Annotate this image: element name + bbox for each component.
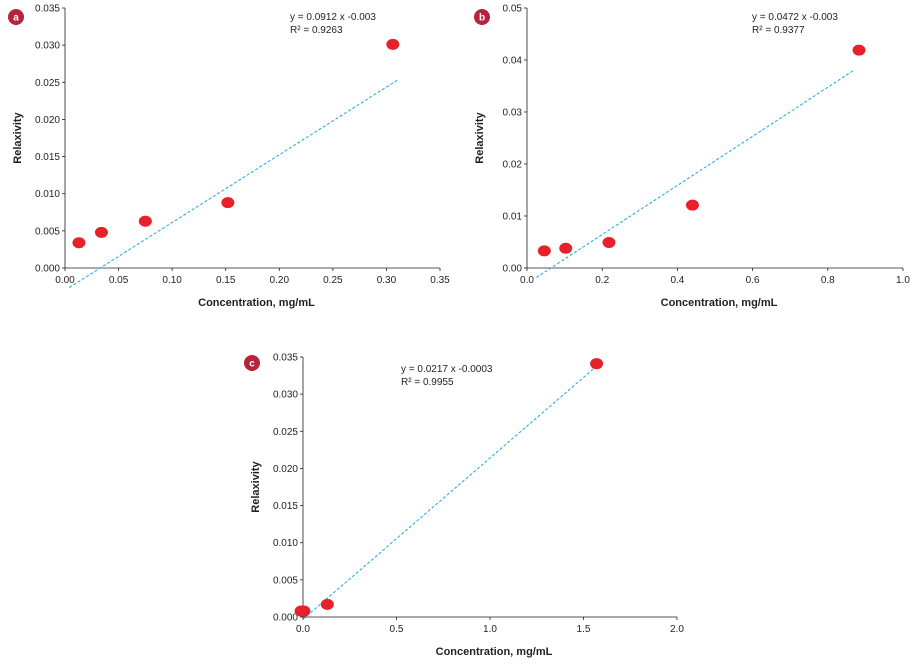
y-tick-label: 0.030 [273, 390, 298, 401]
y-tick-label: 0.000 [35, 264, 60, 275]
x-tick-label: 0.0 [520, 275, 534, 286]
panel-b: 0.00 0.01 0.02 0.03 0.04 0.05 0.0 0.2 0.4 0.6 0.8 1… [474, 4, 910, 309]
panel-badge [244, 355, 260, 371]
data-point [537, 245, 551, 257]
y-tick-label: 0.035 [273, 353, 298, 364]
y-axis-title: Relaxivity [12, 111, 24, 163]
x-tick-label: 0.5 [390, 624, 404, 635]
panel-badge-letter: a [13, 13, 19, 24]
data-point [559, 242, 573, 254]
x-tick-label: 1.5 [577, 624, 591, 635]
panel-badge [8, 9, 24, 25]
panel-badge [474, 9, 490, 25]
x-axis-title: Concentration, mg/mL [198, 297, 315, 309]
data-point [852, 44, 866, 56]
y-tick-label: 0.025 [35, 78, 60, 89]
trend-line [69, 79, 398, 288]
x-tick-label: 0.0 [296, 624, 310, 635]
y-tick-label: 0.00 [503, 264, 523, 275]
x-tick-label: 2.0 [670, 624, 684, 635]
x-tick-label: 0.00 [55, 275, 75, 286]
y-tick-label: 0.01 [503, 212, 523, 223]
data-point [297, 605, 311, 617]
y-axis-title: Relaxivity [474, 111, 486, 163]
r-squared-label: R² = 0.9955 [401, 377, 454, 388]
y-tick-label: 0.010 [35, 189, 60, 200]
regression-equation: y = 0.0472 x -0.003 [752, 12, 838, 23]
trend-line [536, 69, 855, 278]
y-tick-label: 0.020 [35, 115, 60, 126]
y-tick-label: 0.005 [35, 226, 60, 237]
data-point [590, 358, 604, 370]
panel-badge-letter: c [249, 359, 255, 370]
trend-line [302, 365, 597, 620]
x-tick-label: 0.20 [270, 275, 290, 286]
data-point [94, 226, 108, 238]
y-tick-label: 0.04 [503, 56, 523, 67]
data-point [602, 237, 616, 249]
x-tick-label: 0.05 [109, 275, 129, 286]
x-tick-label: 0.25 [323, 275, 343, 286]
x-tick-label: 0.6 [746, 275, 760, 286]
x-tick-label: 0.15 [216, 275, 236, 286]
y-tick-label: 0.025 [273, 427, 298, 438]
x-axis-title: Concentration, mg/mL [436, 646, 553, 658]
y-tick-label: 0.010 [273, 538, 298, 549]
x-tick-label: 0.2 [595, 275, 609, 286]
x-tick-label: 0.35 [430, 275, 450, 286]
y-tick-label: 0.035 [35, 4, 60, 15]
panel-badge-letter: b [479, 13, 485, 24]
r-squared-label: R² = 0.9263 [290, 25, 343, 36]
regression-equation: y = 0.0217 x -0.0003 [401, 364, 493, 375]
y-tick-label: 0.05 [503, 4, 523, 15]
y-tick-label: 0.015 [35, 152, 60, 163]
data-point [386, 38, 400, 50]
data-point [320, 598, 334, 610]
x-tick-label: 0.30 [377, 275, 397, 286]
x-axis-title: Concentration, mg/mL [661, 297, 778, 309]
panel-c: 0.000 0.005 0.010 0.015 0.020 0.025 0.030 0.035… [244, 353, 684, 658]
y-tick-label: 0.000 [273, 613, 298, 624]
x-tick-label: 0.8 [821, 275, 835, 286]
y-tick-label: 0.015 [273, 501, 298, 512]
y-tick-label: 0.03 [503, 108, 523, 119]
data-point [72, 237, 86, 249]
data-point [685, 199, 699, 211]
x-tick-label: 1.0 [896, 275, 910, 286]
panel-a: 0.000 0.005 0.010 0.015 0.020 0.025 0.030 0.035… [8, 4, 450, 309]
x-tick-label: 1.0 [483, 624, 497, 635]
y-axis-title: Relaxivity [250, 460, 262, 512]
data-point [221, 197, 235, 209]
data-point [138, 215, 152, 227]
y-tick-label: 0.030 [35, 41, 60, 52]
y-tick-label: 0.005 [273, 575, 298, 586]
x-tick-label: 0.10 [162, 275, 182, 286]
y-tick-label: 0.020 [273, 464, 298, 475]
x-tick-label: 0.4 [670, 275, 684, 286]
y-tick-label: 0.02 [503, 160, 523, 171]
r-squared-label: R² = 0.9377 [752, 25, 805, 36]
regression-equation: y = 0.0912 x -0.003 [290, 12, 376, 23]
